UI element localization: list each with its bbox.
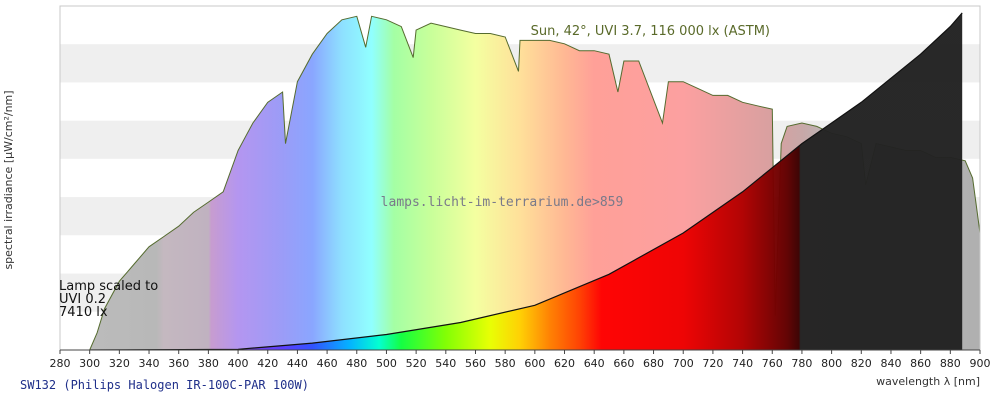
x-tick-label: 880 [940,357,961,370]
x-tick-label: 300 [79,357,100,370]
x-tick-label: 900 [970,357,991,370]
x-tick-label: 420 [257,357,278,370]
x-tick-label: 720 [702,357,723,370]
chart-title: SW132 (Philips Halogen IR-100C-PAR 100W) [20,378,309,392]
x-tick-label: 560 [465,357,486,370]
x-tick-label: 620 [554,357,575,370]
x-tick-label: 600 [524,357,545,370]
x-tick-label: 500 [376,357,397,370]
lamp-spectrum-layer [89,12,963,350]
x-tick-label: 280 [50,357,71,370]
x-tick-label: 480 [346,357,367,370]
x-axis-ticks: 280 300 320 340 360 380 400 420 440 460 480 500 520 5… [50,350,991,370]
x-tick-label: 660 [613,357,634,370]
x-tick-label: 580 [495,357,516,370]
y-axis-label: spectral irradiance [µW/cm²/nm] [2,90,15,269]
x-tick-label: 820 [851,357,872,370]
lamp-spectrum-line [89,12,963,350]
x-tick-label: 840 [880,357,901,370]
lamp-spectrum-area [89,12,963,350]
x-tick-label: 440 [287,357,308,370]
watermark-label: lamps.licht-im-terrarium.de>859 [381,195,624,210]
grid-band [60,6,980,45]
x-tick-label: 540 [435,357,456,370]
x-tick-label: 320 [109,357,130,370]
x-tick-label: 380 [198,357,219,370]
x-axis-label: wavelength λ [nm] [876,375,980,388]
x-tick-label: 360 [168,357,189,370]
x-tick-label: 860 [910,357,931,370]
x-tick-label: 740 [732,357,753,370]
x-tick-label: 520 [406,357,427,370]
legend-lamp-line: UVI 0.2 [59,292,106,307]
x-tick-label: 780 [791,357,812,370]
x-tick-label: 460 [317,357,338,370]
x-tick-label: 340 [139,357,160,370]
legend-lamp-line: 7410 lx [59,305,108,320]
x-tick-label: 400 [228,357,249,370]
x-tick-label: 700 [673,357,694,370]
x-tick-label: 640 [584,357,605,370]
legend-sun-series: Sun, 42°, UVI 3.7, 116 000 lx (ASTM) [531,24,770,39]
x-tick-label: 760 [762,357,783,370]
legend-lamp-series: Lamp scaled to UVI 0.2 7410 lx [59,279,158,320]
x-tick-label: 800 [821,357,842,370]
legend-lamp-line: Lamp scaled to [59,279,158,294]
x-tick-label: 680 [643,357,664,370]
